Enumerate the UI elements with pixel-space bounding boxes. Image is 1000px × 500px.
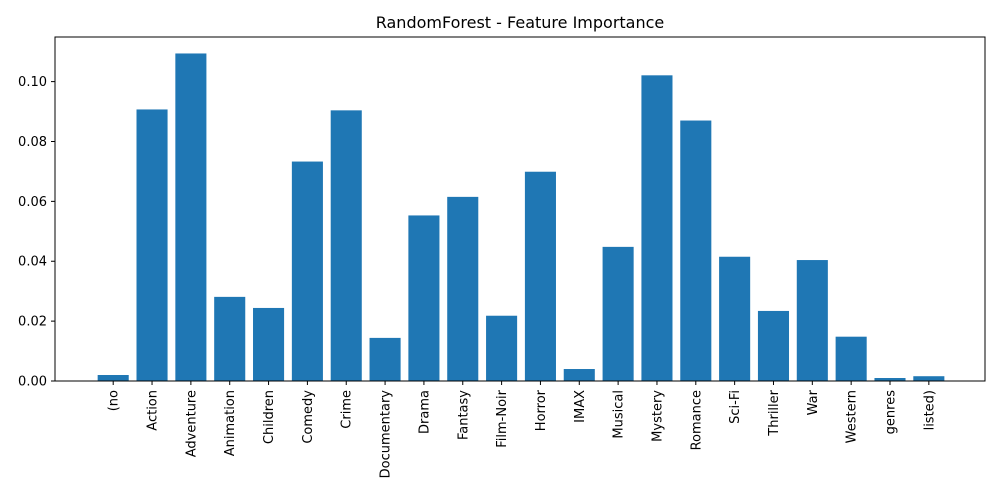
x-tick-label: Animation [223, 390, 238, 456]
bar-genres [874, 378, 906, 381]
x-tick-label: genres [884, 390, 899, 435]
x-tick-label: Crime [340, 390, 355, 429]
bar-action [136, 109, 168, 381]
bar-mystery [641, 75, 673, 381]
x-tick-label: Documentary [379, 390, 394, 479]
bar-listed [913, 376, 945, 381]
x-tick-label: Sci-Fi [728, 390, 743, 424]
bars-group [97, 53, 945, 381]
y-tick-label: 0.00 [18, 375, 47, 390]
x-tick-label: Adventure [184, 390, 199, 457]
x-tick-label: Film-Noir [495, 389, 510, 447]
bar-musical [602, 246, 634, 381]
bar-horror [524, 171, 556, 381]
bar-western [835, 336, 867, 381]
bar-drama [408, 215, 440, 381]
bar-romance [680, 120, 712, 381]
x-tick-label: Drama [417, 390, 432, 434]
x-tick-label: Horror [534, 389, 549, 431]
x-tick-label: Western [845, 390, 860, 443]
x-tick-label: Musical [612, 390, 627, 439]
bar-children [253, 307, 285, 381]
bar-crime [330, 110, 362, 381]
y-tick-label: 0.06 [18, 195, 47, 210]
x-tick-label: Comedy [301, 390, 316, 444]
bar-documentary [369, 337, 401, 381]
y-axis: 0.00 0.02 0.04 0.06 0.08 0.10 [18, 75, 55, 390]
bar-imax [563, 369, 595, 381]
bar-animation [214, 296, 246, 381]
bar-no [97, 375, 129, 381]
y-tick-label: 0.04 [18, 255, 47, 270]
chart-title: RandomForest - Feature Importance [376, 13, 665, 32]
x-tick-label: (no [107, 390, 122, 411]
bar-film-noir [486, 315, 518, 381]
x-axis: (no Action Adventure Animation Children Comed… [107, 381, 937, 479]
plot-frame [54, 36, 986, 382]
bar-sci-fi [719, 256, 751, 381]
x-tick-label: listed) [922, 390, 937, 430]
bar-war [796, 260, 828, 381]
x-tick-label: Fantasy [456, 390, 471, 440]
x-tick-label: Thriller [767, 389, 782, 436]
bar-comedy [291, 161, 323, 381]
x-tick-label: Action [146, 390, 161, 431]
bar-thriller [757, 310, 790, 381]
x-tick-label: IMAX [573, 390, 588, 423]
y-tick-label: 0.08 [18, 135, 47, 150]
x-tick-label: Romance [689, 390, 704, 450]
x-tick-label: Mystery [650, 390, 665, 442]
y-tick-label: 0.02 [18, 315, 47, 330]
bar-adventure [175, 53, 207, 381]
x-tick-label: Children [262, 390, 277, 444]
x-tick-label: War [806, 389, 821, 415]
bar-fantasy [447, 196, 479, 381]
y-tick-label: 0.10 [18, 75, 47, 90]
